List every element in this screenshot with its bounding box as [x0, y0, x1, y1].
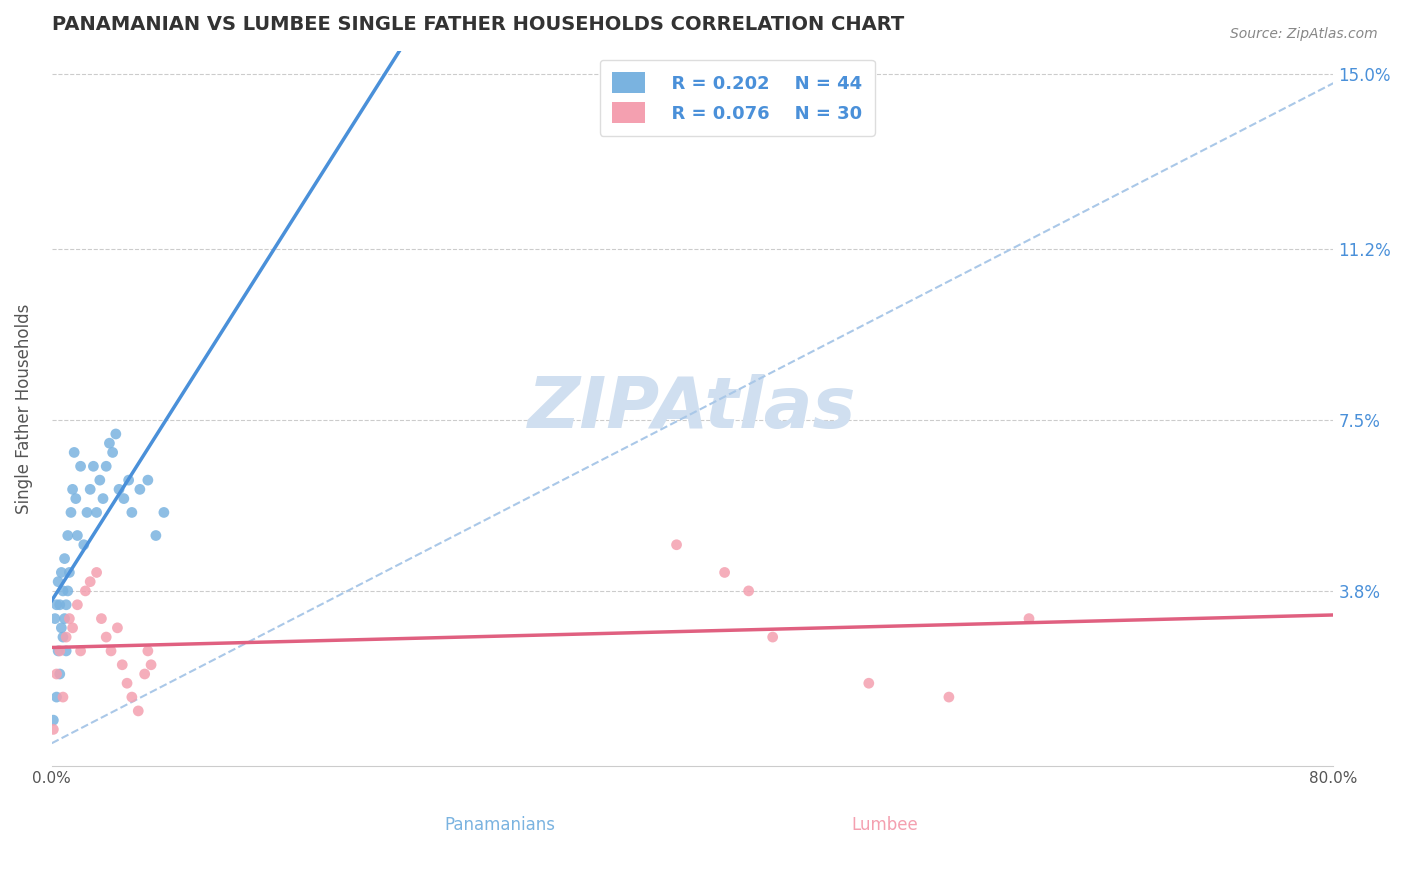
Point [58, 612, 80, 626]
Point [79, 574, 101, 589]
Point [100, 644, 122, 658]
Point [89, 473, 111, 487]
Point [858, 676, 880, 690]
Text: Source: ZipAtlas.com: Source: ZipAtlas.com [1230, 27, 1378, 41]
Point [96, 459, 118, 474]
Point [56, 528, 79, 542]
Point [121, 505, 143, 519]
Point [98, 436, 121, 450]
Point [49, 644, 72, 658]
Point [56, 583, 79, 598]
Point [1018, 612, 1040, 626]
Point [51, 621, 73, 635]
Text: ZIPAtlas: ZIPAtlas [529, 374, 856, 443]
Point [55, 630, 77, 644]
Point [55, 644, 77, 658]
Point [90, 612, 112, 626]
Point [108, 483, 131, 497]
Point [79, 483, 101, 497]
Point [45, 598, 67, 612]
Point [53, 612, 76, 626]
Point [65, 491, 87, 506]
Point [44, 612, 66, 626]
Text: Panamanians: Panamanians [444, 816, 555, 834]
Point [66, 598, 89, 612]
Point [96, 630, 118, 644]
Point [737, 583, 759, 598]
Point [45, 690, 67, 704]
Point [117, 473, 139, 487]
Legend:   R = 0.202    N = 44,   R = 0.076    N = 30: R = 0.202 N = 44, R = 0.076 N = 30 [600, 60, 875, 136]
Point [115, 676, 138, 690]
Point [52, 690, 75, 704]
Point [713, 566, 735, 580]
Point [112, 491, 135, 506]
Point [49, 598, 72, 612]
Point [104, 427, 127, 442]
Point [111, 657, 134, 672]
Point [134, 667, 156, 681]
Point [69, 644, 91, 658]
Point [58, 566, 80, 580]
Point [42, 713, 65, 727]
Point [128, 483, 150, 497]
Point [762, 630, 785, 644]
Point [76, 505, 98, 519]
Point [145, 528, 167, 542]
Point [139, 657, 162, 672]
Point [49, 667, 72, 681]
Point [69, 459, 91, 474]
Text: PANAMANIAN VS LUMBEE SINGLE FATHER HOUSEHOLDS CORRELATION CHART: PANAMANIAN VS LUMBEE SINGLE FATHER HOUSE… [52, 15, 904, 34]
Point [665, 538, 688, 552]
Point [62, 483, 84, 497]
Point [75, 583, 97, 598]
Point [59, 505, 82, 519]
Point [51, 566, 73, 580]
Point [55, 598, 77, 612]
Point [46, 574, 69, 589]
Point [45, 667, 67, 681]
Point [52, 630, 75, 644]
Point [136, 473, 159, 487]
Point [42, 723, 65, 737]
Point [91, 491, 114, 506]
Point [86, 566, 108, 580]
Point [127, 704, 149, 718]
Point [82, 459, 104, 474]
Point [46, 644, 69, 658]
Point [107, 621, 129, 635]
Point [63, 445, 86, 459]
Point [136, 644, 159, 658]
Point [73, 538, 96, 552]
Point [52, 583, 75, 598]
Text: Lumbee: Lumbee [852, 816, 918, 834]
Point [53, 551, 76, 566]
Y-axis label: Single Father Households: Single Father Households [15, 303, 32, 514]
Point [62, 621, 84, 635]
Point [66, 528, 89, 542]
Point [101, 445, 124, 459]
Point [153, 505, 176, 519]
Point [938, 690, 960, 704]
Point [86, 505, 108, 519]
Point [121, 690, 143, 704]
